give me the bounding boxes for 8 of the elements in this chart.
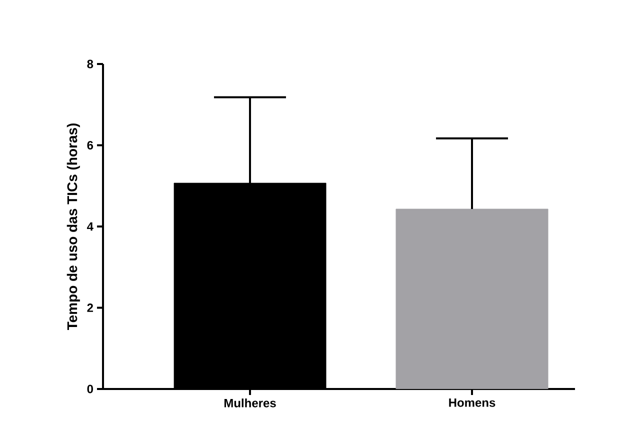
y-tick-label: 6 [87, 140, 94, 150]
x-tick-label: Mulheres [224, 398, 276, 408]
y-tick-label: 2 [87, 304, 93, 312]
y-tick-label: 4 [86, 222, 94, 231]
y-tick-label: 0 [87, 384, 93, 394]
x-tick-label: Homens [449, 398, 496, 407]
y-axis-title: Tempo de uso das TICs (horas) [66, 123, 80, 330]
y-tick-label: 8 [87, 60, 94, 68]
